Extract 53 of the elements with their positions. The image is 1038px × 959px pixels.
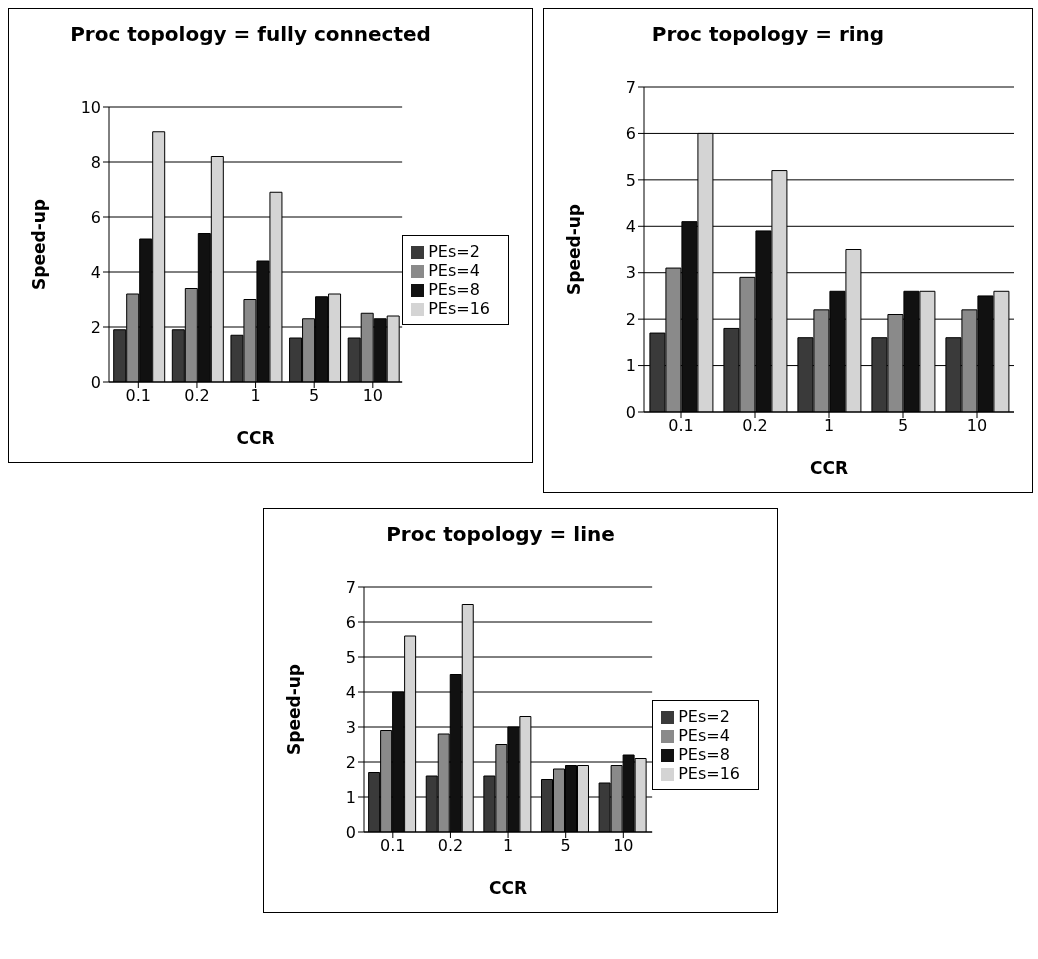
chart-title: Proc topology = fully connected: [69, 21, 432, 47]
x-tick-label: 0.2: [742, 416, 768, 436]
y-axis-title: Speed-up: [564, 204, 585, 295]
legend-label: PEs=2: [428, 241, 480, 261]
x-tick-label: 0.2: [184, 386, 210, 406]
legend-label: PEs=2: [678, 706, 730, 726]
y-tick-label: 3: [625, 263, 636, 283]
x-tick-label: 5: [309, 386, 320, 406]
x-axis-title: CCR: [236, 428, 275, 448]
y-tick-label: 4: [90, 262, 101, 282]
y-axis-title: Speed-up: [284, 664, 305, 755]
y-tick-label: 2: [90, 317, 101, 337]
y-tick-label: 1: [345, 787, 356, 807]
y-tick-label: 0: [345, 822, 356, 842]
y-tick-label: 4: [345, 682, 356, 702]
legend-label: PEs=8: [678, 744, 730, 764]
legend-label: PEs=16: [428, 298, 490, 318]
y-tick-label: 0: [625, 402, 636, 422]
x-axis-title: CCR: [489, 878, 528, 898]
y-tick-label: 3: [345, 717, 356, 737]
y-tick-label: 8: [90, 152, 101, 172]
legend-label: PEs=16: [678, 763, 740, 783]
y-tick-label: 5: [345, 647, 356, 667]
chart-title: Proc topology = line: [385, 521, 616, 547]
legend-label: PEs=8: [428, 279, 480, 299]
x-tick-label: 0.1: [668, 416, 694, 436]
y-tick-label: 2: [625, 309, 636, 329]
y-tick-label: 6: [90, 207, 101, 227]
x-axis-title: CCR: [809, 458, 849, 478]
y-tick-label: 6: [625, 124, 636, 144]
y-axis-title: Speed-up: [29, 199, 50, 290]
x-tick-label: 1: [823, 416, 835, 436]
y-tick-label: 2: [345, 752, 356, 772]
x-tick-label: 1: [502, 836, 514, 856]
y-tick-label: 7: [625, 77, 636, 97]
x-tick-label: 0.1: [380, 836, 406, 856]
y-tick-label: 5: [625, 170, 636, 190]
x-tick-label: 5: [560, 836, 571, 856]
legend-label: PEs=4: [428, 260, 480, 280]
legend-label: PEs=4: [678, 725, 730, 745]
y-tick-label: 10: [80, 97, 101, 117]
y-tick-label: 4: [625, 216, 636, 236]
chart-title: Proc topology = ring: [650, 21, 886, 47]
x-tick-label: 10: [966, 416, 988, 436]
y-tick-label: 7: [345, 577, 356, 597]
y-tick-label: 6: [345, 612, 356, 632]
x-tick-label: 1: [250, 386, 261, 406]
y-tick-label: 1: [625, 356, 636, 376]
y-tick-label: 0: [90, 372, 101, 392]
x-tick-label: 10: [362, 386, 384, 406]
x-tick-label: 5: [897, 416, 909, 436]
x-tick-label: 0.2: [437, 836, 464, 856]
x-tick-label: 0.1: [125, 386, 152, 406]
